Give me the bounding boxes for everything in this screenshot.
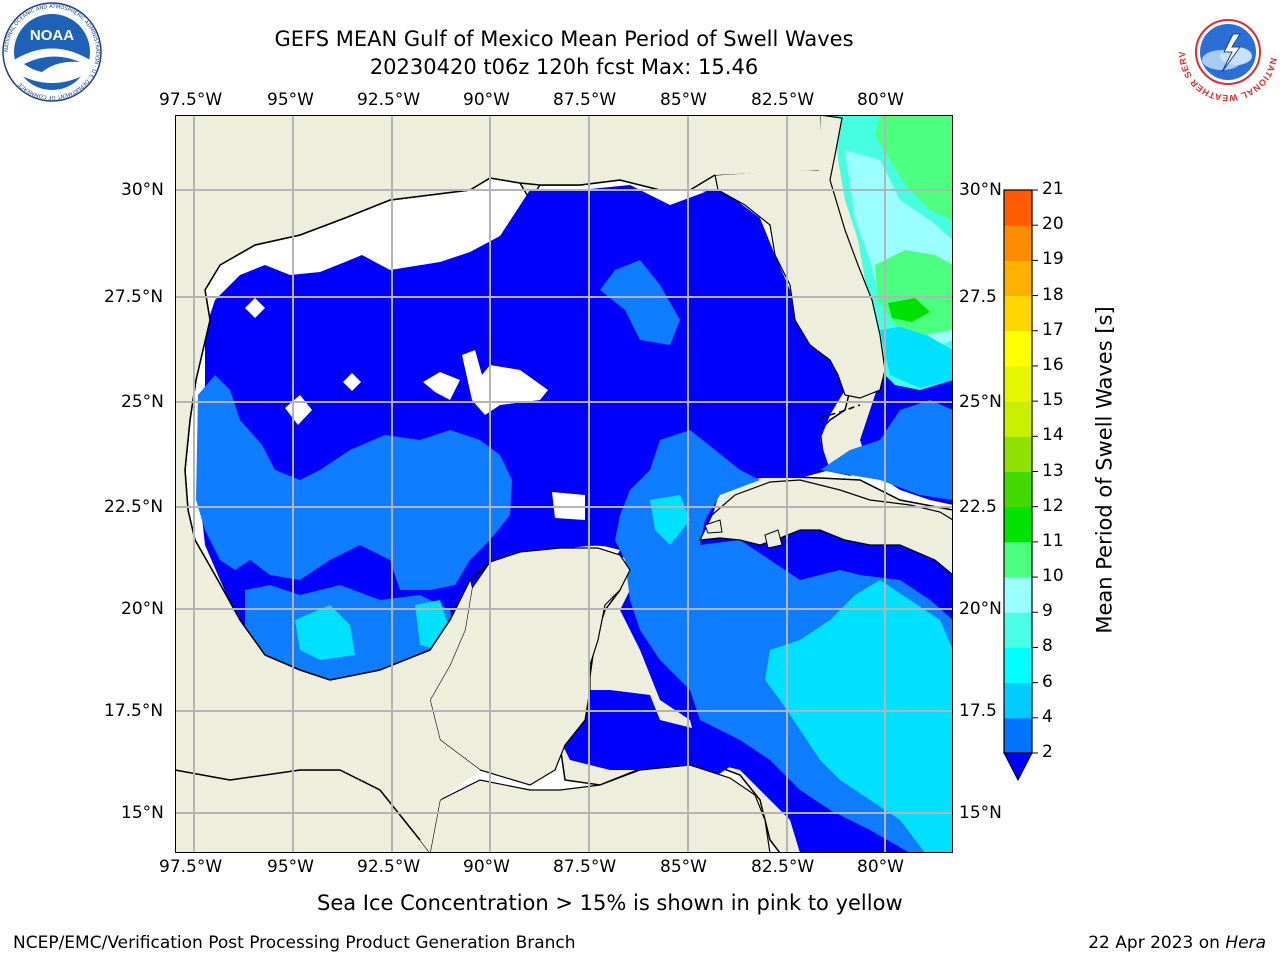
lat-tick-right: 22.5: [959, 497, 997, 517]
map-subtitle: 20230420 t06z 120h fcst Max: 15.46: [369, 55, 759, 79]
colorbar-tick-label: 17: [1042, 319, 1064, 340]
swell-mid-blue-straits: [820, 400, 953, 500]
colorbar-tick-label: 6: [1042, 671, 1053, 692]
colorbar-band: [1004, 647, 1032, 684]
swell-bright-green-atlantic: [888, 298, 930, 322]
colorbar-tick-label: 19: [1042, 249, 1064, 270]
colorbar-band: [1004, 365, 1032, 402]
colorbar-band: [1004, 260, 1032, 297]
lat-tick-right: 20°N: [959, 599, 1002, 619]
lon-tick-top: 87.5°W: [553, 90, 617, 110]
lat-tick-right: 30°N: [959, 180, 1002, 200]
lon-tick-top: 85°W: [660, 90, 707, 110]
lat-tick-left: 15°N: [121, 803, 164, 823]
colorbar-tick-label: 9: [1042, 601, 1053, 622]
swell-mid-blue-west: [196, 375, 512, 590]
lat-tick-left: 25°N: [121, 392, 164, 412]
gulf-nodata-hole-4: [462, 350, 548, 415]
colorbar-band: [1004, 541, 1032, 578]
land-texas-mexico: [175, 115, 820, 853]
florida-keys: [819, 404, 861, 419]
colorbar-band: [1004, 577, 1032, 613]
colorbar-tick-label: 8: [1042, 636, 1053, 657]
branch-credit: NCEP/EMC/Verification Post Processing Pr…: [13, 933, 576, 953]
run-date: 22 Apr 2023 on Hera: [1088, 933, 1266, 953]
colorbar-band: [1004, 225, 1032, 261]
lat-tick-left: 22.5°N: [104, 497, 164, 517]
colorbar-band: [1004, 190, 1032, 226]
map-panel: [174, 114, 954, 854]
colorbar-band: [1004, 401, 1032, 437]
colorbar-tick-label: 20: [1042, 214, 1064, 235]
colorbar-band: [1004, 295, 1032, 332]
colorbar-tick-label: 21: [1042, 179, 1064, 199]
swell-cyan-bay-campeche: [295, 605, 355, 660]
colorbar-tick-label: 15: [1042, 390, 1064, 411]
gulf-nodata-hole-1: [245, 298, 265, 318]
lon-tick-top: 82.5°W: [751, 90, 815, 110]
lat-tick-left: 27.5°N: [104, 287, 164, 307]
colorbar-band: [1004, 506, 1032, 543]
lon-tick-bottom: 97.5°W: [159, 857, 223, 877]
colorbar-tick-label: 4: [1042, 706, 1053, 727]
coastline-gulf: [175, 174, 716, 841]
swell-cyan-caribbean: [765, 580, 953, 853]
lon-tick-bottom: 95°W: [267, 857, 314, 877]
lon-tick-bottom: 87.5°W: [553, 857, 617, 877]
lon-tick-top: 92.5°W: [357, 90, 421, 110]
colorbar-tick-label: 2: [1042, 742, 1053, 762]
map-title: GEFS MEAN Gulf of Mexico Mean Period of …: [274, 27, 854, 51]
map-gridlines: [175, 115, 953, 853]
colorbar-tick-label: 16: [1042, 354, 1064, 375]
lon-tick-bottom: 80°W: [857, 857, 904, 877]
lon-tick-top: 90°W: [463, 90, 510, 110]
colorbar-band: [1004, 471, 1032, 508]
machine-name: Hera: [1225, 933, 1266, 953]
colorbar-underflow-triangle: [1003, 752, 1033, 782]
colorbar: [995, 180, 1055, 790]
colorbar-tick-label: 18: [1042, 284, 1064, 305]
colorbar-band: [1004, 682, 1032, 719]
colorbar-tick-label: 14: [1042, 425, 1064, 446]
land-honduras: [429, 764, 771, 853]
lon-tick-top: 95°W: [267, 90, 314, 110]
lon-tick-bottom: 92.5°W: [357, 857, 421, 877]
colorbar-tick-label: 12: [1042, 495, 1064, 516]
colorbar-tick-label: 13: [1042, 460, 1064, 481]
noaa-logo-text: NOAA: [30, 27, 74, 44]
swell-mid-blue-east-gulf: [600, 260, 680, 345]
lat-tick-right: 15°N: [959, 803, 1002, 823]
lat-tick-left: 17.5°N: [104, 701, 164, 721]
ice-note: Sea Ice Concentration > 15% is shown in …: [317, 891, 903, 915]
gulf-nodata-hole-3: [423, 372, 460, 400]
colorbar-band: [1004, 436, 1032, 472]
colorbar-band: [1004, 612, 1032, 648]
swell-cyan-atlantic: [880, 325, 953, 388]
lon-tick-bottom: 90°W: [463, 857, 510, 877]
lon-tick-bottom: 85°W: [660, 857, 707, 877]
noaa-logo: NOAA NATIONAL OCEANIC AND ATMOSPHERIC AD…: [2, 2, 102, 102]
lon-tick-top: 97.5°W: [159, 90, 223, 110]
lat-tick-right: 27.5: [959, 287, 997, 307]
lat-tick-left: 20°N: [121, 599, 164, 619]
lon-tick-top: 80°W: [857, 90, 904, 110]
colorbar-band: [1004, 717, 1032, 754]
lat-tick-right: 17.5: [959, 701, 997, 721]
island-jamaica: [764, 529, 783, 549]
nws-logo: NATIONAL WEATHER SERVICE: [1175, 0, 1279, 103]
run-date-text: 22 Apr 2023 on: [1088, 933, 1226, 953]
colorbar-tick-label: 11: [1042, 530, 1064, 551]
colorbar-band: [1004, 330, 1032, 367]
lon-tick-bottom: 82.5°W: [751, 857, 815, 877]
gulf-nodata-hole-2: [343, 373, 361, 391]
lat-tick-left: 30°N: [121, 180, 164, 200]
swell-green-atlantic-north: [875, 115, 953, 220]
lat-tick-right: 25°N: [959, 392, 1002, 412]
colorbar-tick-label: 10: [1042, 566, 1064, 587]
colorbar-label: Mean Period of Swell Waves [s]: [1092, 306, 1117, 634]
island-isle-of-youth: [704, 519, 723, 534]
